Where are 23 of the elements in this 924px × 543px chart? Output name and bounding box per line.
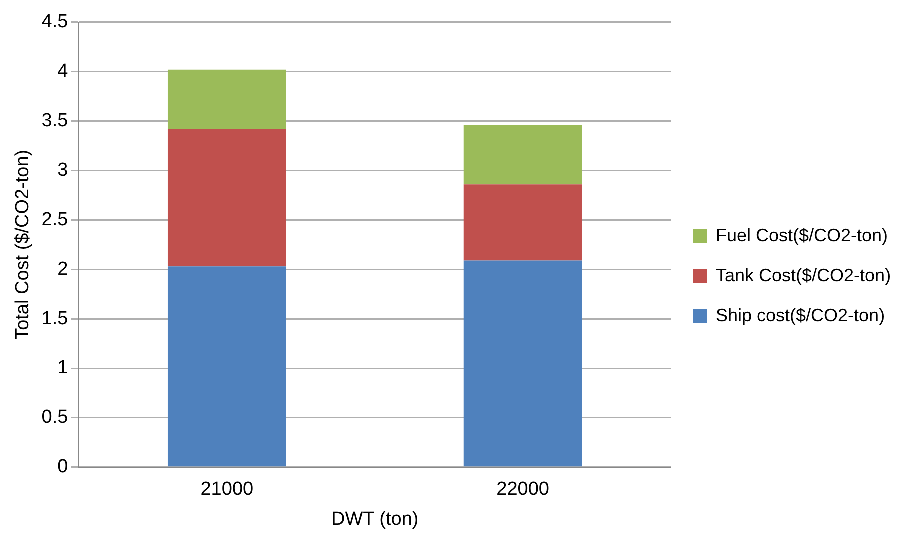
x-axis-title: DWT (ton) bbox=[331, 508, 419, 530]
y-tick-label: 2.5 bbox=[42, 209, 68, 230]
x-tick-label: 22000 bbox=[496, 479, 550, 500]
legend-label: Tank Cost($/CO2-ton) bbox=[716, 265, 892, 286]
y-tick-label: 4.5 bbox=[42, 12, 68, 33]
bar bbox=[168, 70, 286, 130]
y-tick-label: 4 bbox=[58, 61, 69, 82]
bar bbox=[464, 125, 582, 185]
y-tick-label: 3 bbox=[58, 160, 68, 181]
y-tick-label: 1.5 bbox=[42, 308, 68, 330]
legend-label: Ship cost($/CO2-ton) bbox=[716, 305, 886, 326]
y-tick-label: 2 bbox=[58, 258, 68, 280]
legend-label: Fuel Cost($/CO2-ton) bbox=[716, 225, 888, 246]
y-tick-label: 0.5 bbox=[42, 407, 68, 428]
bar bbox=[464, 184, 582, 261]
bar bbox=[464, 260, 582, 467]
y-axis-title: Total Cost ($/CO2-ton) bbox=[12, 150, 34, 340]
bar bbox=[168, 129, 286, 267]
y-tick-label: 3.5 bbox=[42, 110, 68, 132]
y-tick-label: 0 bbox=[58, 456, 68, 478]
y-tick-label: 1 bbox=[58, 358, 68, 379]
bar bbox=[168, 266, 286, 467]
x-tick-label: 21000 bbox=[200, 479, 254, 500]
